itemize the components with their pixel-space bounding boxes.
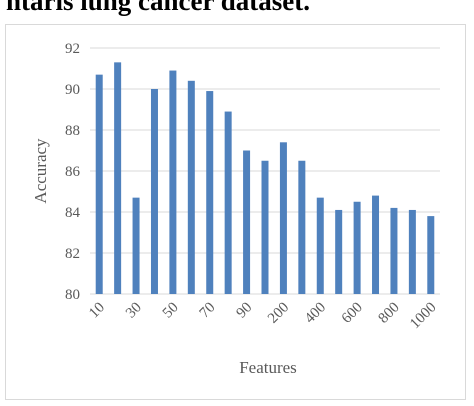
bar-700 — [372, 195, 380, 294]
x-tick-labels: 10 30 50 70 90 200 400 600 800 1000 — [86, 300, 439, 333]
y-tick-label: 80 — [65, 287, 80, 303]
y-tick-labels: 80 82 84 86 88 90 92 — [65, 41, 81, 303]
x-tick-label: 10 — [86, 300, 108, 322]
figure-caption: ntaris lung cancer dataset. — [6, 0, 310, 16]
bar-500 — [335, 209, 343, 294]
bars — [95, 62, 435, 295]
y-tick-label: 90 — [65, 82, 80, 98]
bar-40 — [150, 89, 158, 294]
y-axis-title: Accuracy — [31, 138, 50, 204]
bar-200 — [279, 142, 287, 294]
x-tick-label: 200 — [265, 300, 292, 327]
bar-900 — [408, 209, 416, 294]
y-tick-label: 88 — [65, 123, 80, 139]
y-tick-label: 82 — [65, 246, 80, 262]
bar-10 — [95, 74, 103, 295]
x-tick-label: 30 — [123, 300, 145, 322]
bar-90 — [243, 150, 251, 294]
bar-800 — [390, 207, 398, 294]
bar-30 — [132, 197, 140, 294]
bar-100 — [261, 160, 269, 294]
y-tick-label: 84 — [65, 205, 81, 221]
x-tick-label: 800 — [376, 300, 403, 327]
x-tick-label: 50 — [160, 300, 182, 322]
x-tick-label: 70 — [197, 300, 219, 322]
bar-50 — [169, 70, 177, 294]
bar-300 — [298, 160, 306, 294]
y-tick-label: 86 — [65, 164, 81, 180]
x-tick-label: 90 — [233, 300, 255, 322]
x-tick-label: 1000 — [407, 300, 440, 333]
bar-70 — [206, 91, 214, 294]
bar-60 — [187, 80, 195, 294]
bar-1000 — [427, 216, 435, 294]
y-tick-label: 92 — [65, 41, 80, 57]
bar-400 — [316, 197, 324, 294]
x-tick-label: 400 — [302, 300, 329, 327]
bar-20 — [114, 62, 122, 294]
bar-600 — [353, 201, 361, 294]
x-axis-title: Features — [239, 358, 297, 377]
x-tick-label: 600 — [339, 300, 366, 327]
bar-80 — [224, 111, 232, 294]
